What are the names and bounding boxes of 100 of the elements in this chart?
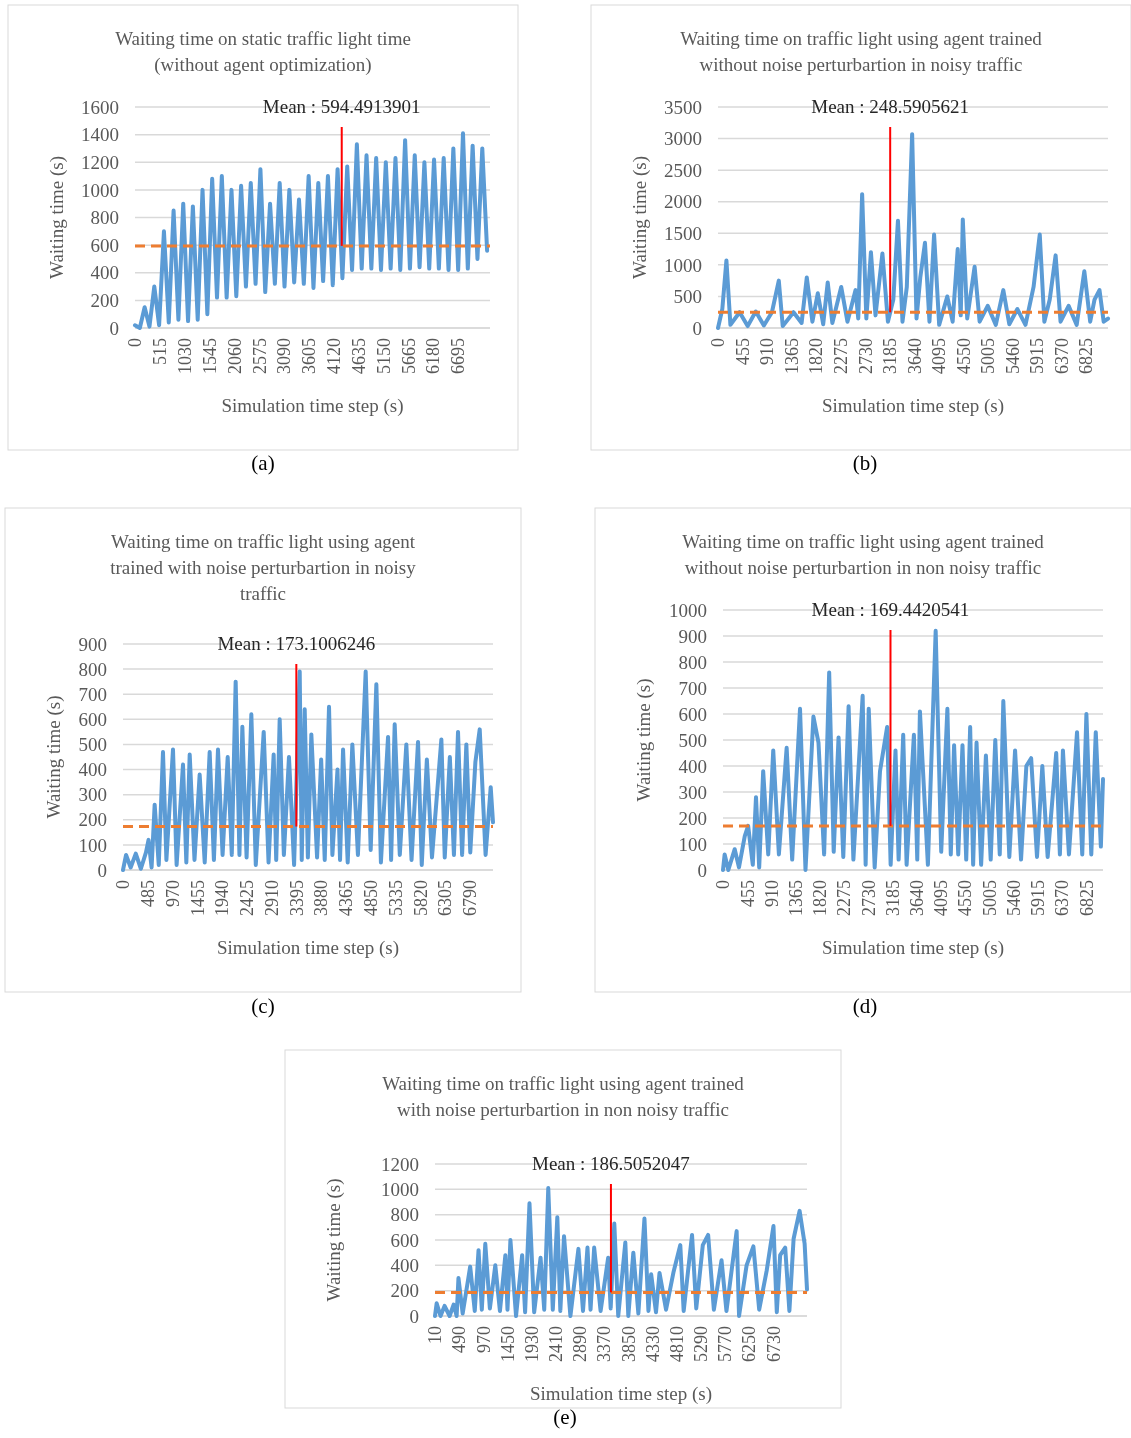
y-tick-label: 600 (90, 234, 119, 256)
y-tick-label: 1000 (669, 599, 707, 621)
text: (a) (251, 451, 275, 475)
y-axis-title: Waiting time (s) (629, 156, 651, 279)
x-tick-label: 2275 (831, 338, 852, 374)
x-tick-label: 2575 (249, 338, 270, 374)
y-tick-label: 500 (78, 734, 107, 756)
x-tick-label: 6305 (435, 880, 456, 916)
y-tick-label: 100 (678, 833, 707, 855)
x-tick-label: 3850 (618, 1326, 639, 1362)
y-tick-label: 900 (78, 633, 107, 655)
x-axis-title: Simulation time step (s) (821, 395, 1005, 417)
x-tick-label: 485 (138, 880, 159, 907)
x-tick-label: 3395 (286, 880, 307, 916)
chart-title: Waiting time on static traffic light time (without agent optimization) (115, 28, 411, 76)
y-axis-title: Waiting time (s) (43, 695, 65, 819)
x-tick-label: 1450 (497, 1326, 518, 1362)
text: (c) (251, 994, 275, 1018)
x-tick-label: 5005 (978, 338, 999, 374)
x-tick-label: 970 (473, 1326, 494, 1353)
x-tick-label: 1930 (521, 1326, 542, 1362)
y-tick-label: 500 (678, 729, 707, 751)
y-tick-label: 800 (678, 651, 707, 673)
x-tick-label: 1820 (810, 880, 831, 916)
x-tick-label: 6370 (1052, 880, 1073, 916)
y-tick-label: 800 (390, 1204, 419, 1226)
line-series (716, 132, 1110, 330)
y-tick-label: 700 (678, 677, 707, 699)
y-tick-label: 3500 (664, 96, 702, 118)
y-tick-label: 800 (90, 207, 119, 229)
x-tick-label: 5290 (691, 1326, 712, 1362)
x-tick-label: 3880 (311, 880, 332, 916)
y-tick-label: 200 (678, 807, 707, 829)
y-tick-label: 900 (678, 625, 707, 647)
x-tick-label: 5915 (1027, 338, 1048, 374)
x-tick-label: 0 (125, 338, 146, 347)
annotation: Mean : 169.4420541 (811, 599, 970, 620)
y-tick-label: 3000 (664, 128, 702, 150)
y-tick-label: 0 (409, 1305, 419, 1327)
x-tick-label: 4095 (931, 880, 952, 916)
x-tick-label: 10 (425, 1326, 446, 1344)
x-tick-label: 5915 (1028, 880, 1049, 916)
x-tick-label: 0 (713, 880, 734, 889)
text: (d) (852, 994, 878, 1018)
y-tick-label: 800 (78, 658, 107, 680)
y-axis-title: Waiting time (s) (46, 156, 68, 279)
text: (b) (852, 451, 878, 475)
y-tick-label: 1000 (664, 254, 702, 276)
y-tick-label: 600 (390, 1229, 419, 1251)
x-tick-label: 4365 (336, 880, 357, 916)
x-tick-label: 5460 (1003, 880, 1024, 916)
y-tick-label: 400 (390, 1254, 419, 1276)
x-tick-label: 455 (732, 338, 753, 365)
x-tick-label: 4120 (324, 338, 345, 374)
x-tick-label: 3185 (880, 338, 901, 374)
y-tick-label: 1000 (81, 179, 119, 201)
y-tick-label: 400 (90, 262, 119, 284)
annotation: Mean : 248.5905621 (811, 96, 970, 117)
line-series (133, 131, 490, 330)
x-tick-label: 2060 (224, 338, 245, 374)
x-tick-label: 490 (449, 1326, 470, 1353)
x-tick-label: 515 (150, 338, 171, 365)
chart-title: Waiting time on traffic light using agent trained with noise perturbartion in noisy traffic (110, 531, 417, 604)
x-tick-label: 3185 (882, 880, 903, 916)
x-axis-title: Simulation time step (s) (529, 1383, 713, 1405)
x-tick-label: 4550 (953, 338, 974, 374)
x-tick-label: 5770 (715, 1326, 736, 1362)
line-series (721, 628, 1105, 872)
x-tick-label: 910 (761, 880, 782, 907)
x-tick-label: 5820 (410, 880, 431, 916)
chart-title: Waiting time on traffic light using agent trained without noise perturbartion in noisy traffic (680, 28, 1043, 75)
y-axis-title: Waiting time (s) (323, 1178, 345, 1302)
chart-title: Waiting time on traffic light using agent trained without noise perturbartion in non noisy traffic (682, 531, 1045, 578)
y-tick-label: 400 (78, 759, 107, 781)
x-tick-label: 2730 (855, 338, 876, 374)
x-tick-label: 3090 (274, 338, 295, 374)
x-tick-label: 2425 (237, 880, 258, 916)
x-tick-label: 1940 (212, 880, 233, 916)
x-tick-label: 5460 (1002, 338, 1023, 374)
y-tick-label: 2000 (664, 191, 702, 213)
y-tick-label: 200 (90, 290, 119, 312)
x-tick-label: 1455 (187, 880, 208, 916)
x-tick-label: 0 (708, 338, 729, 347)
line-series (433, 1186, 809, 1318)
y-tick-label: 600 (678, 703, 707, 725)
y-tick-label: 1600 (81, 96, 119, 118)
x-tick-label: 1030 (174, 338, 195, 374)
y-tick-label: 700 (78, 683, 107, 705)
x-tick-label: 910 (757, 338, 778, 365)
y-tick-label: 600 (78, 708, 107, 730)
x-tick-label: 6695 (448, 338, 469, 374)
y-tick-label: 1500 (664, 222, 702, 244)
y-tick-label: 1200 (81, 151, 119, 173)
x-tick-label: 6370 (1051, 338, 1072, 374)
y-tick-label: 500 (673, 286, 702, 308)
x-tick-label: 6825 (1076, 880, 1097, 916)
x-tick-label: 5335 (385, 880, 406, 916)
y-tick-label: 300 (78, 784, 107, 806)
x-tick-label: 5665 (398, 338, 419, 374)
y-tick-label: 200 (390, 1280, 419, 1302)
